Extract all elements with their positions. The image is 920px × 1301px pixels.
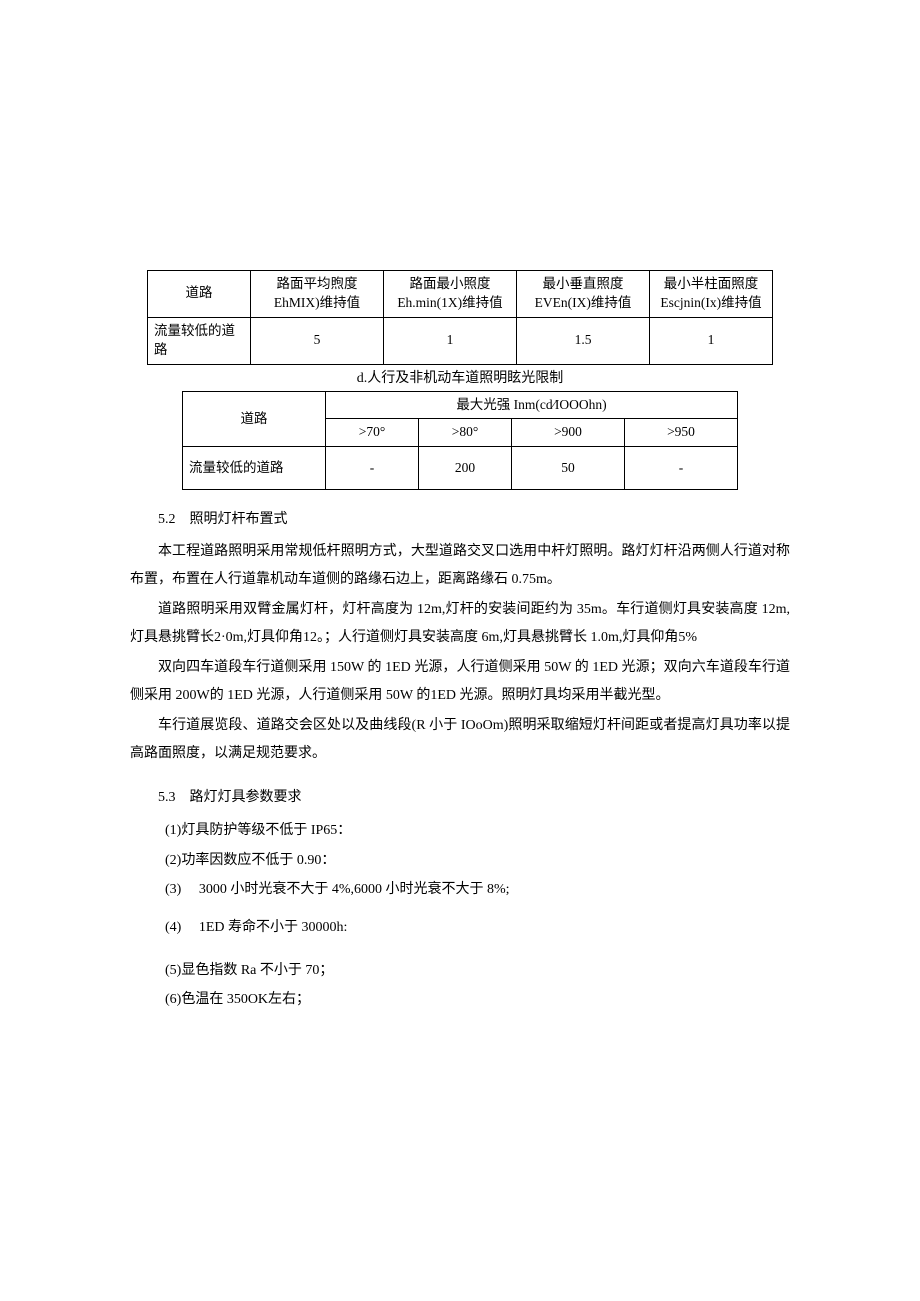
section-5-2-title: 5.2 照明灯杆布置式 xyxy=(130,506,790,534)
t2-d3: - xyxy=(625,447,738,490)
para-1: 本工程道路照明采用常规低杆照明方式，大型道路交叉口选用中杆灯照明。路灯灯杆沿两侧… xyxy=(130,538,790,594)
req-6: (6)色温在 350OK左右； xyxy=(130,985,790,1014)
t2-sh0: >70° xyxy=(326,419,419,447)
para-4: 车行道展览段、道路交会区处以及曲线段(R 小于 IOoOm)照明采取缩短灯杆间距… xyxy=(130,712,790,768)
section-5-3-title: 5.3 路灯灯具参数要求 xyxy=(130,784,790,812)
t2-rowlabel: 道路 xyxy=(183,391,326,447)
t2-sh1: >80° xyxy=(419,419,512,447)
req-1: (1)灯具防护等级不低于 IP65： xyxy=(130,816,790,845)
req-5: (5)显色指数 Ra 不小于 70； xyxy=(130,956,790,985)
t2-d2: 50 xyxy=(512,447,625,490)
t2-sh3: >950 xyxy=(625,419,738,447)
para-3: 双向四车道段车行道侧采用 150W 的 1ED 光源，人行道侧采用 50W 的 … xyxy=(130,654,790,710)
req-3: (3) 3000 小时光衰不大于 4%,6000 小时光衰不大于 8%; xyxy=(130,875,790,904)
t1-r0c2: 1 xyxy=(384,317,517,364)
t1-h4: 最小半柱面照度Escjnin(Ix)维持值 xyxy=(650,271,773,318)
req-2: (2)功率因数应不低于 0.90： xyxy=(130,846,790,875)
illuminance-table: 道路 路面平均煦度EhMIX)维持值 路面最小照度Eh.min(1X)维持值 最… xyxy=(147,270,773,365)
req-4: (4) 1ED 寿命不小于 30000h: xyxy=(130,913,790,942)
t1-r0c4: 1 xyxy=(650,317,773,364)
t1-h3: 最小垂直照度EVEn(IX)维持值 xyxy=(517,271,650,318)
t2-d0: - xyxy=(326,447,419,490)
glare-limit-table: 道路 最大光强 Inm(cd∕IOOOhn) >70° >80° >900 >9… xyxy=(182,391,738,491)
t2-data-label: 流量较低的道路 xyxy=(183,447,326,490)
t1-r0c3: 1.5 xyxy=(517,317,650,364)
t2-d1: 200 xyxy=(419,447,512,490)
t2-group-header: 最大光强 Inm(cd∕IOOOhn) xyxy=(326,391,738,419)
para-2: 道路照明采用双臂金属灯杆，灯杆高度为 12m,灯杆的安装间距约为 35m。车行道… xyxy=(130,596,790,652)
t1-h0: 道路 xyxy=(148,271,251,318)
t1-r0c1: 5 xyxy=(251,317,384,364)
t1-h1: 路面平均煦度EhMIX)维持值 xyxy=(251,271,384,318)
t1-r0c0: 流量较低的道路 xyxy=(148,317,251,364)
t2-sh2: >900 xyxy=(512,419,625,447)
table2-caption: d.人行及非机动车道照明眩光限制 xyxy=(130,367,790,387)
t1-h2: 路面最小照度Eh.min(1X)维持值 xyxy=(384,271,517,318)
